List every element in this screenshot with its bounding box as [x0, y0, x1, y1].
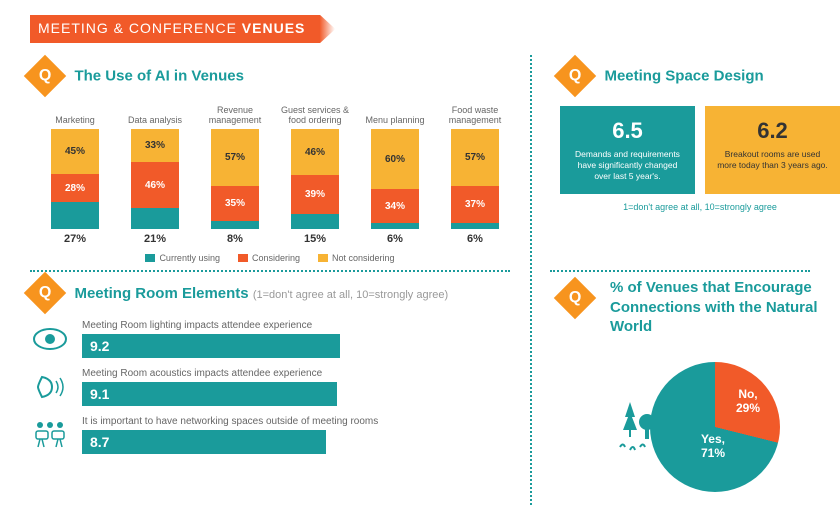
natural-section: Q % of Venues that Encourage Connections…: [560, 278, 840, 512]
design-section: Q Meeting Space Design 6.5 Demands and r…: [560, 61, 840, 263]
design-box-1: 6.5 Demands and requirements have signif…: [560, 106, 695, 194]
elements-title: Meeting Room Elements (1=don't agree at …: [74, 285, 448, 302]
bar-column: Guest services & food ordering 46% 39% 1…: [280, 103, 350, 245]
bar-column: Menu planning 60% 34% 6%: [360, 103, 430, 245]
element-icon: [30, 371, 70, 403]
ai-title: The Use of AI in Venues: [74, 68, 243, 85]
ai-section: Q The Use of AI in Venues Marketing 45% …: [30, 61, 510, 263]
design-box-2: 6.2 Breakout rooms are used more today t…: [705, 106, 840, 194]
element-icon: [30, 323, 70, 355]
element-icon: [30, 419, 70, 451]
h-divider-2: [550, 270, 810, 272]
pie-no-label: No,29%: [736, 387, 760, 416]
bar-column: Food waste management 57% 37% 6%: [440, 103, 510, 245]
design-title: Meeting Space Design: [604, 68, 763, 85]
element-row: Meeting Room acoustics impacts attendee …: [30, 368, 510, 406]
pie-chart: [650, 362, 780, 492]
page-header: MEETING & CONFERENCE VENUES: [30, 15, 335, 43]
q-badge-icon: Q: [24, 55, 66, 97]
v-divider: [530, 55, 532, 505]
bar-column: Marketing 45% 28% 27%: [40, 103, 110, 245]
elements-section: Q Meeting Room Elements (1=don't agree a…: [30, 278, 510, 512]
natural-title: % of Venues that Encourage Connections w…: [610, 278, 840, 337]
q-badge-icon: Q: [554, 277, 596, 319]
bar-column: Revenue management 57% 35% 8%: [200, 103, 270, 245]
bar-column: Data analysis 33% 46% 21%: [120, 103, 190, 245]
element-row: Meeting Room lighting impacts attendee e…: [30, 320, 510, 358]
h-divider-1: [30, 270, 510, 272]
element-row: It is important to have networking space…: [30, 416, 510, 454]
legend: Currently using Considering Not consider…: [30, 253, 510, 263]
pie-yes-label: Yes,71%: [701, 432, 725, 461]
q-badge-icon: Q: [24, 272, 66, 314]
q-badge-icon: Q: [554, 55, 596, 97]
scale-note: 1=don't agree at all, 10=strongly agree: [560, 202, 840, 212]
header-text: MEETING & CONFERENCE VENUES: [38, 20, 305, 36]
